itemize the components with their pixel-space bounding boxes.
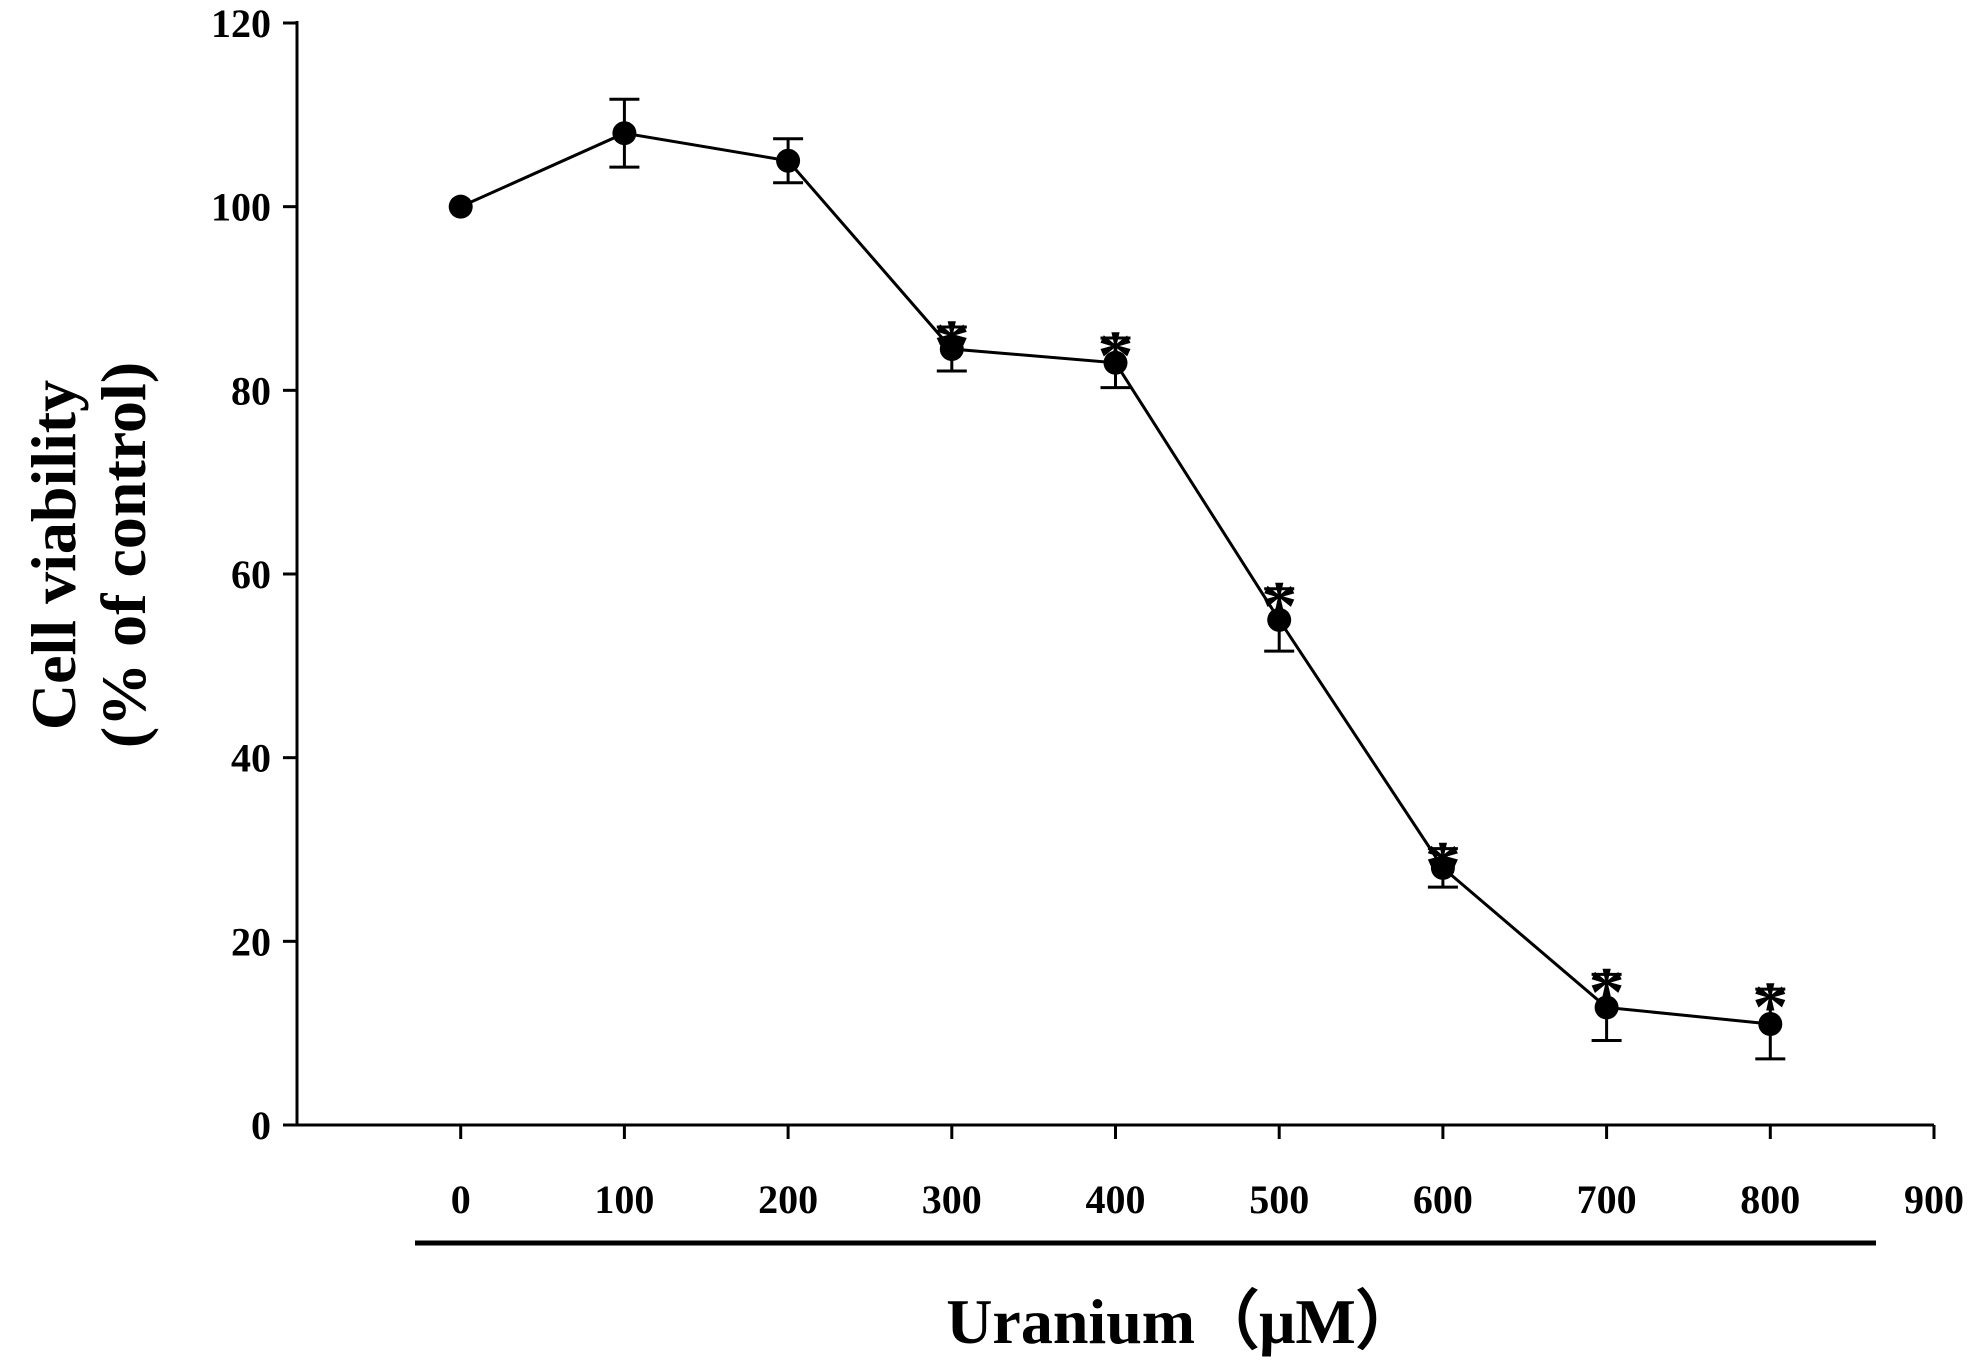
y-tick-label: 120	[211, 1, 271, 46]
data-point	[1758, 1011, 1783, 1036]
y-axis-ticks: 0 20 40 60 80 100 120	[211, 1, 297, 1148]
y-axis-title-line: (% of control)	[88, 362, 159, 748]
y-axis-title: Cell viability (% of control)	[18, 362, 159, 748]
y-axis-title-line: Cell viability	[18, 380, 89, 730]
series-line	[460, 131, 1771, 1026]
data-point	[612, 121, 637, 146]
significance-star: *	[1752, 967, 1788, 1047]
x-tick-label: 800	[1740, 1177, 1800, 1222]
data-point	[1430, 855, 1455, 880]
data-point	[1267, 607, 1292, 632]
x-tick-label: 900	[1904, 1177, 1964, 1222]
x-tick-label: 400	[1086, 1177, 1146, 1222]
y-tick-label: 0	[251, 1103, 271, 1148]
data-point	[1594, 995, 1619, 1020]
x-axis-ticks: 0 100 200 300 400 500 600 700 800 900	[451, 1125, 1964, 1222]
x-tick-label: 500	[1249, 1177, 1309, 1222]
x-axis-title: Uranium（μM）	[946, 1286, 1420, 1357]
y-tick-label: 80	[231, 368, 271, 413]
y-tick-label: 40	[231, 736, 271, 781]
significance-star: *	[1261, 567, 1297, 647]
x-tick-label: 100	[594, 1177, 654, 1222]
data-point	[776, 148, 801, 173]
data-point	[939, 337, 964, 362]
data-point	[448, 194, 473, 219]
y-tick-label: 100	[211, 185, 271, 230]
y-tick-label: 20	[231, 919, 271, 964]
plot-area: * * * * * *	[448, 97, 1788, 1061]
x-tick-label: 0	[451, 1177, 471, 1222]
x-tick-label: 300	[922, 1177, 982, 1222]
x-tick-label: 600	[1413, 1177, 1473, 1222]
y-tick-label: 60	[231, 552, 271, 597]
x-tick-label: 200	[758, 1177, 818, 1222]
significance-star: *	[934, 305, 970, 385]
significance-star: *	[1098, 316, 1134, 396]
x-tick-label: 700	[1577, 1177, 1637, 1222]
significance-star: *	[1425, 827, 1461, 907]
significance-star: *	[1589, 952, 1625, 1032]
axes	[295, 21, 1934, 1127]
data-point	[1103, 350, 1128, 375]
